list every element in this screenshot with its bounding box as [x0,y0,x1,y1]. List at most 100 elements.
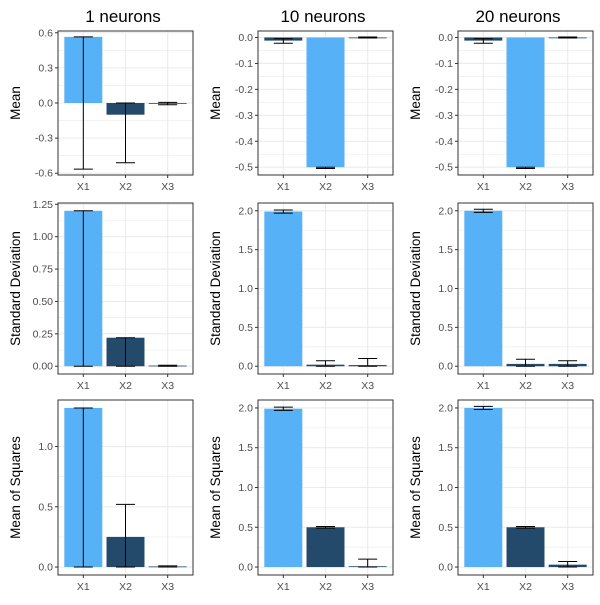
chart-r1c1-ytick-label: 2.0 [238,205,253,217]
chart-r2c1-xtick-label-x2: X2 [319,581,332,593]
chart-r1c2-xtick-label-x2: X2 [519,380,532,392]
chart-r2c1-panel: 0.0 0.5 1.0 1.5 2.0 X1 X2 X3 Mean of Squares [208,399,394,593]
chart-r2c2-ytick-label: 1.0 [438,482,453,494]
chart-r1c0-xtick-label-x2: X2 [119,380,132,392]
chart-r2c0-xtick-label-x3: X3 [161,581,174,593]
chart-r2c0-ylabel: Mean of Squares [8,436,23,539]
chart-r0c2-ytick-label: -0.5 [435,162,453,174]
chart-r0c2-ytick-label: 0.0 [438,32,453,44]
chart-r1c1-xtick-label-x2: X2 [319,380,332,392]
chart-r1c2-ytick-label: 0.5 [438,322,453,334]
chart-r2c0-ytick-label: 0.5 [38,501,53,513]
chart-r0c1-xtick-label-x2: X2 [319,181,332,193]
chart-r0c2-ytick-label: -0.1 [435,58,453,70]
chart-r1c0-ytick-label: 0.00 [33,361,54,373]
chart-r2c2-xtick-label-x2: X2 [519,581,532,593]
chart-r1c0-ytick-label: 1.25 [33,199,54,211]
chart-r1c1-ylabel: Standard Deviation [208,231,223,346]
chart-r2c0-xtick-label-x1: X1 [77,581,90,593]
chart-r0c0-xtick-label-x3: X3 [161,181,174,193]
chart-r1c0-ytick-label: 0.50 [33,296,54,308]
chart-r2c1-ytick-label: 1.5 [238,442,253,454]
chart-r2c2-panel: 0.0 0.5 1.0 1.5 2.0 X1 X2 X3 Mean of Squares [408,399,594,593]
column-title-1: 1 neurons [85,7,161,26]
chart-r2c2-ytick-label: 2.0 [438,402,453,414]
chart-r0c1-ylabel: Mean [208,86,223,120]
chart-r1c2-ytick-label: 2.0 [438,205,453,217]
chart-r1c1-bar-x1 [264,211,303,367]
chart-r2c2-xtick-label-x3: X3 [561,581,574,593]
chart-r1c2-ylabel: Standard Deviation [408,231,423,346]
chart-r2c1-bar-x1 [264,408,303,568]
chart-r0c0-ytick-label: 0.6 [38,27,53,39]
chart-r2c1-ylabel: Mean of Squares [208,436,223,539]
chart-r2c1-xtick-label-x1: X1 [277,581,290,593]
chart-r1c1-panel: 0.0 0.5 1.0 1.5 2.0 X1 X2 X3 Standard Deviation [208,202,394,392]
chart-r0c0-xtick-label-x2: X2 [119,181,132,193]
chart-r0c1-bar-x2 [306,37,345,168]
chart-r0c0-ytick-label: 0.3 [38,62,53,74]
chart-r0c0-ylabel: Mean [8,86,23,120]
chart-r1c2-bar-x1 [464,210,503,367]
chart-r2c1-ytick-label: 1.0 [238,482,253,494]
chart-r1c2-ytick-label: 0.0 [438,361,453,373]
chart-r0c1-ytick-label: -0.4 [235,136,253,148]
chart-r0c1-xtick-label-x3: X3 [361,181,374,193]
chart-r2c2-ytick-label: 0.5 [438,522,453,534]
chart-r1c0-panel: 0.00 0.25 0.50 0.75 1.00 1.25 X1 X2 X3 Standard D… [8,199,194,392]
chart-r0c0-ytick-label: -0.6 [35,168,53,180]
chart-r1c0-xtick-label-x1: X1 [77,380,90,392]
chart-r1c1-ytick-label: 0.0 [238,361,253,373]
column-title-3: 20 neurons [475,7,560,26]
chart-r2c1-ytick-label: 0.5 [238,522,253,534]
chart-r0c2-ylabel: Mean [408,86,423,120]
chart-r0c0-xtick-label-x1: X1 [77,181,90,193]
chart-r1c1-ytick-label: 0.5 [238,322,253,334]
chart-r2c2-bar-x1 [464,407,503,568]
chart-r2c0-ytick-label: 1.0 [38,441,53,453]
chart-r2c2-ylabel: Mean of Squares [408,436,423,539]
chart-r0c0-ytick-label: -0.3 [35,133,53,145]
chart-r0c2-bar-x2 [506,37,545,168]
chart-r1c0-ylabel: Standard Deviation [8,231,23,346]
chart-r0c0-ytick-label: 0.0 [38,98,53,110]
chart-r0c2-ytick-label: -0.4 [435,136,453,148]
chart-r2c2-bar-x2 [506,527,545,568]
chart-r0c1-ytick-label: -0.3 [235,110,253,122]
chart-r0c1-ytick-label: -0.5 [235,162,253,174]
chart-r1c1-ytick-label: 1.5 [238,244,253,256]
chart-r2c1-ytick-label: 2.0 [238,402,253,414]
chart-r0c2-xtick-label-x2: X2 [519,181,532,193]
column-title-2: 10 neurons [280,7,365,26]
chart-r1c2-xtick-label-x3: X3 [561,380,574,392]
chart-r2c1-ytick-label: 0.0 [238,562,253,574]
chart-r2c0-xtick-label-x2: X2 [119,581,132,593]
chart-r0c0-panel: -0.6 -0.3 0.0 0.3 0.6 X1 X2 X3 Mean [8,27,194,193]
chart-r0c1-ytick-label: 0.0 [238,32,253,44]
chart-r1c1-ytick-label: 1.0 [238,283,253,295]
chart-r1c0-ytick-label: 1.00 [33,231,54,243]
chart-r2c0-panel: 0.0 0.5 1.0 X1 X2 X3 Mean of Squares [8,399,194,593]
chart-r2c0-ytick-label: 0.0 [38,562,53,574]
chart-r1c2-panel: 0.0 0.5 1.0 1.5 2.0 X1 X2 X3 Standard Deviation [408,202,594,392]
chart-r0c2-xtick-label-x3: X3 [561,181,574,193]
chart-r0c2-ytick-label: -0.3 [435,110,453,122]
chart-r1c2-ytick-label: 1.0 [438,283,453,295]
chart-r2c2-ytick-label: 0.0 [438,562,453,574]
chart-r1c1-xtick-label-x3: X3 [361,380,374,392]
chart-r0c2-ytick-label: -0.2 [435,84,453,96]
chart-r2c2-xtick-label-x1: X1 [477,581,490,593]
chart-r0c2-xtick-label-x1: X1 [477,181,490,193]
chart-r1c0-ytick-label: 0.75 [33,264,54,276]
chart-r1c2-ytick-label: 1.5 [438,244,453,256]
chart-r0c1-ytick-label: -0.2 [235,84,253,96]
chart-r0c1-panel: 0.0 -0.1 -0.2 -0.3 -0.4 -0.5 X1 X2 X3 Mean [208,30,394,193]
chart-r2c1-bar-x2 [306,527,345,568]
chart-r0c1-ytick-label: -0.1 [235,58,253,70]
chart-r0c2-panel: 0.0 -0.1 -0.2 -0.3 -0.4 -0.5 X1 X2 X3 Mean [408,30,594,193]
chart-r1c1-xtick-label-x1: X1 [277,380,290,392]
chart-r0c1-xtick-label-x1: X1 [277,181,290,193]
chart-r1c0-xtick-label-x3: X3 [161,380,174,392]
